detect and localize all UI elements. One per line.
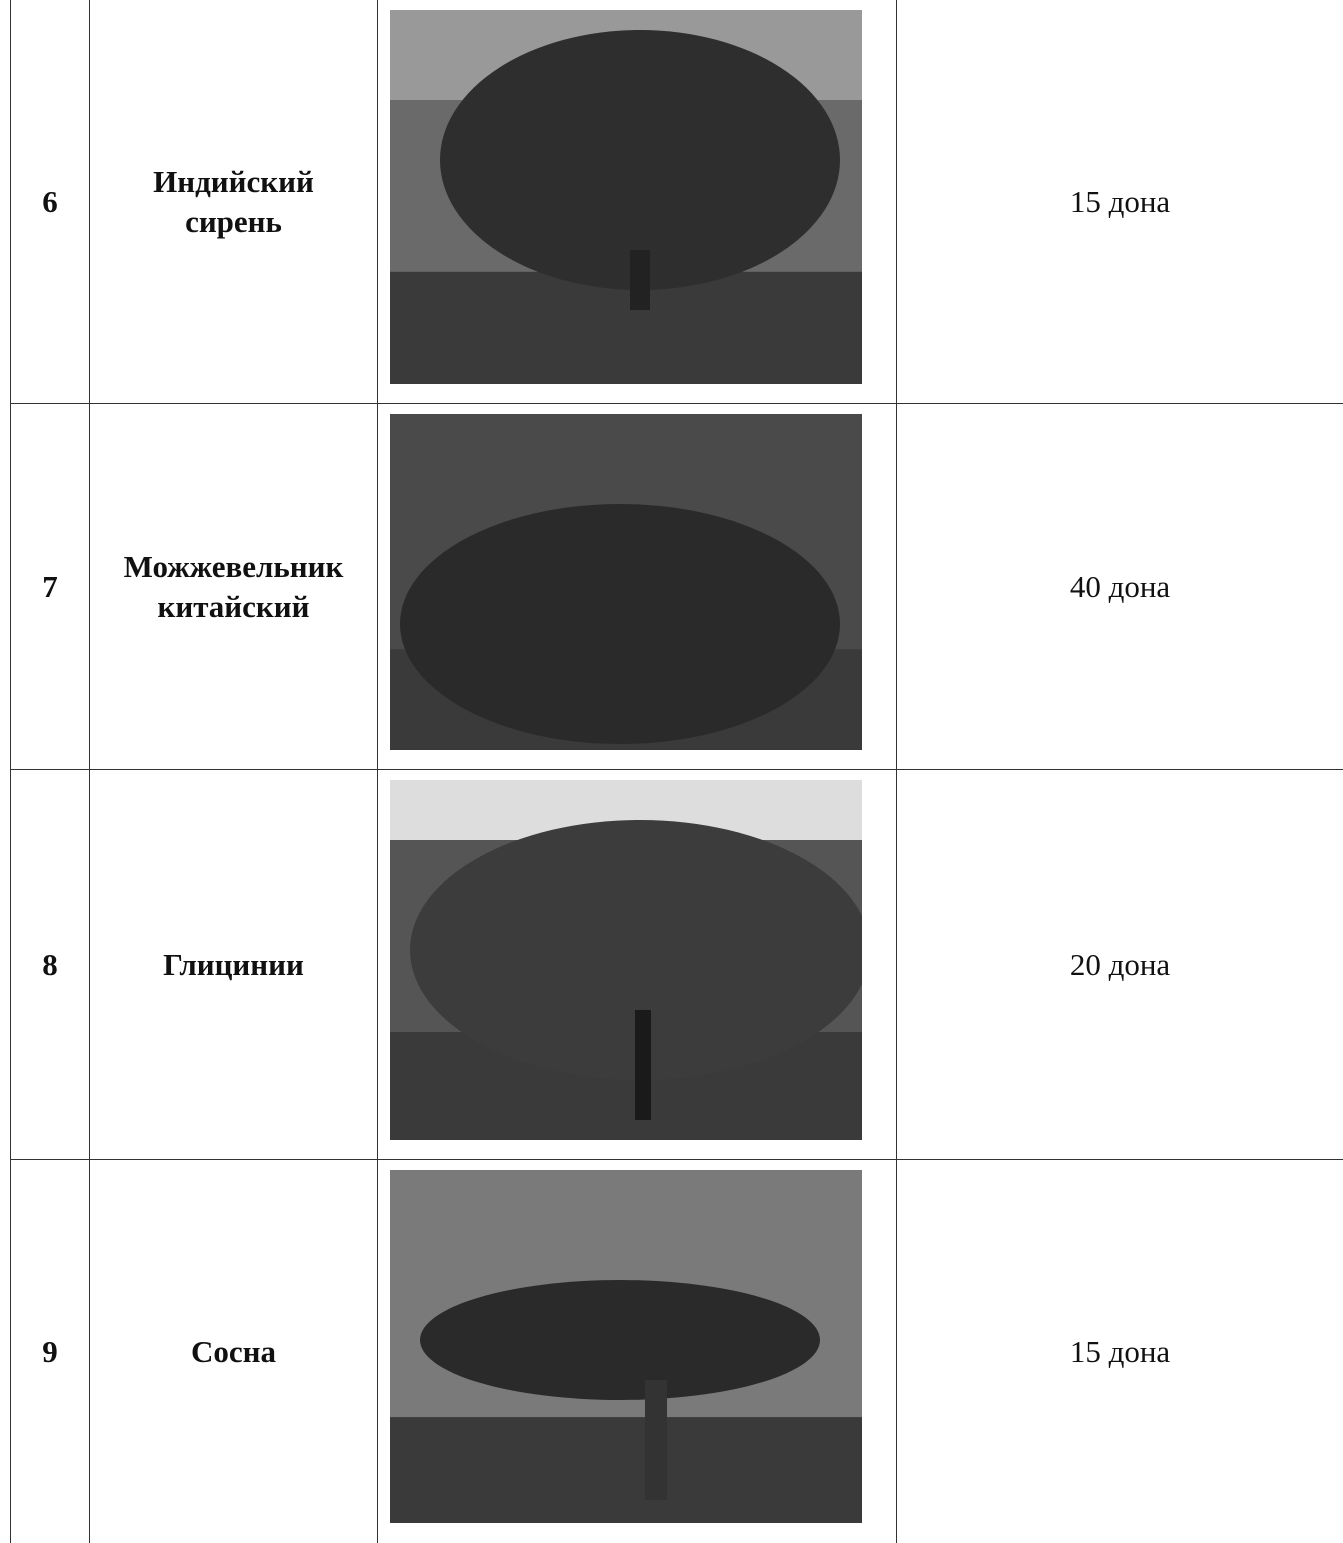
table-row: 9 Сосна 15 дона (10, 1160, 1343, 1543)
photo-cell (378, 770, 897, 1159)
plant-name-line: китайский (157, 587, 309, 627)
plant-photo (390, 414, 862, 750)
plant-name-line: сирень (185, 202, 282, 242)
row-number: 6 (10, 0, 90, 403)
row-number: 7 (10, 404, 90, 769)
quantity: 20 дона (897, 770, 1343, 1159)
table-row: 8 Глицинии 20 дона (10, 770, 1343, 1160)
row-number: 9 (10, 1160, 90, 1543)
photo-cell (378, 0, 897, 403)
document: {"table": {"rows": [ {"number": "6", "na… (0, 0, 1343, 1543)
row-number: 8 (10, 770, 90, 1159)
quantity: 15 дона (897, 1160, 1343, 1543)
plant-photo (390, 780, 862, 1140)
plant-name: Глицинии (90, 770, 378, 1159)
photo-cell (378, 1160, 897, 1543)
plant-name-line: Глицинии (163, 945, 304, 985)
plant-name-line: Можжевельник (124, 547, 344, 587)
quantity: 15 дона (897, 0, 1343, 403)
plant-name-line: Индийский (153, 162, 314, 202)
plant-name-line: Сосна (191, 1332, 276, 1372)
plant-photo (390, 10, 862, 384)
quantity: 40 дона (897, 404, 1343, 769)
page: Document html, body { margin: 0; padding… (0, 0, 1343, 1543)
plant-name: Сосна (90, 1160, 378, 1543)
photo-cell (378, 404, 897, 769)
plant-photo (390, 1170, 862, 1523)
